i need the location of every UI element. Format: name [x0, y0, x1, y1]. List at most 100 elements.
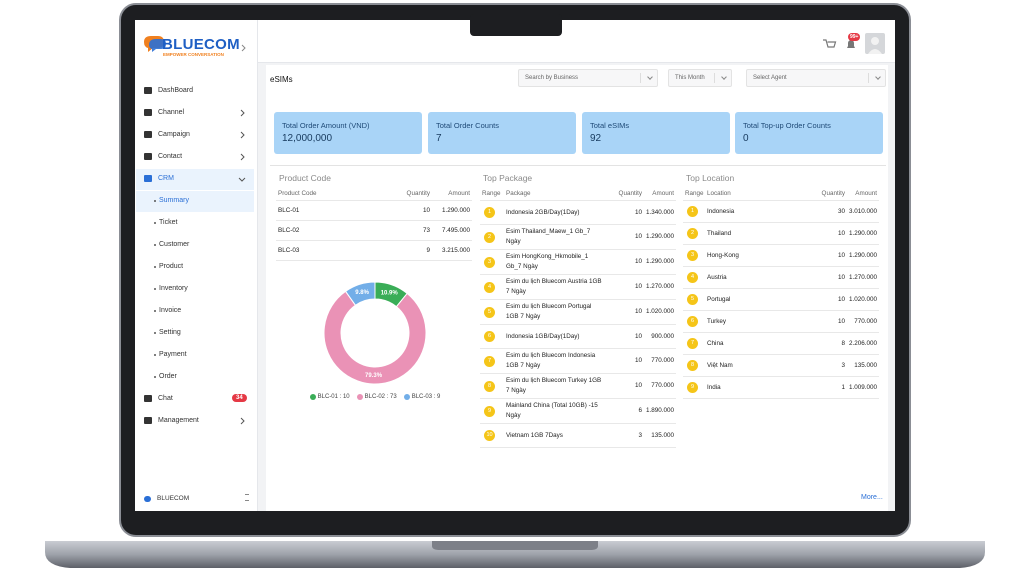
chevron-line [240, 153, 245, 161]
logo-icon [149, 39, 166, 52]
column-header: Location [707, 189, 731, 197]
column-header: Product Code [278, 189, 317, 197]
rank-cell: 7 [480, 355, 504, 367]
table-row: 2 Thailand 10 1.290.000 [683, 223, 879, 245]
legend-label: BLC-03 : 9 [411, 394, 441, 400]
stat-value: 92 [590, 133, 602, 144]
table-cell: 1.290.000 [441, 206, 470, 214]
table-cell: 770.000 [651, 382, 674, 389]
filter-dropdown[interactable]: Select Agent [746, 69, 886, 87]
table-cell: Esim Thailand_Maew_1 Gb_7 Ngày [506, 228, 591, 245]
cart-icon[interactable] [823, 39, 837, 48]
rank-cell: 5 [480, 306, 504, 318]
bullet [154, 222, 156, 224]
submenu-item[interactable]: Product [159, 263, 184, 270]
stat-card: Total Order Counts 7 [428, 112, 576, 154]
bullet [154, 288, 156, 290]
camera-notch [470, 14, 562, 36]
chevron [240, 153, 245, 161]
bullet [154, 310, 156, 312]
table-cell: 10 [634, 332, 642, 340]
column-header: Quantity [406, 189, 430, 197]
legend-item: BLC-03 : 9 [403, 394, 441, 400]
bullet [154, 266, 156, 268]
rank-cell: 6 [683, 316, 705, 327]
column-header: Range [482, 189, 501, 197]
table-row: 4 Esim du lịch Bluecom Austria 1GB 7 Ngày… [480, 275, 676, 300]
stat-card: Total Order Amount (VND) 12,000,000 [274, 112, 422, 154]
chevron [240, 109, 245, 117]
filter-dropdown[interactable]: This Month [668, 69, 732, 87]
menu-item[interactable]: Management [158, 417, 199, 424]
rank-cell: 3 [480, 256, 504, 268]
rank-badge: 9 [484, 405, 495, 417]
table-cell: 10 [634, 308, 642, 315]
menu-item[interactable]: Chat [158, 395, 173, 402]
menu-icon [144, 109, 152, 116]
table-cell: 9 [426, 246, 430, 254]
bullet [154, 354, 156, 356]
sidebar-footer: BLUECOM [157, 495, 190, 502]
rank-cell: 2 [480, 231, 504, 243]
table-row: BLC-03 9 3.215.000 [276, 241, 472, 261]
submenu-item[interactable]: Inventory [159, 285, 188, 292]
table-cell: Austria [707, 273, 727, 281]
table-cell: 135.000 [651, 431, 674, 439]
rank-cell: 9 [480, 405, 504, 417]
submenu-item[interactable]: Setting [159, 329, 181, 336]
table-cell: Indonesia 2GB/Day(1Day) [506, 208, 580, 216]
avatar-head [871, 37, 879, 45]
menu-item[interactable]: Campaign [158, 131, 190, 138]
table-row: 9 Mainland China (Total 10GB) -15 Ngày 6 1.… [480, 399, 676, 424]
table-header: Range Location Quantity Amount [683, 186, 879, 201]
table-cell: 10 [634, 258, 642, 265]
submenu-item[interactable]: Payment [159, 351, 187, 358]
submenu-item[interactable]: Ticket [159, 219, 178, 226]
active-row [136, 169, 254, 190]
menu-icon [144, 175, 152, 182]
table-row: 1 Indonesia 2GB/Day(1Day) 10 1.340.000 [480, 201, 676, 225]
more-link[interactable]: More... [861, 494, 883, 501]
table-cell: 770.000 [854, 317, 877, 325]
filter-divider [640, 73, 641, 83]
bullet [154, 244, 156, 246]
table: Range Package Quantity Amount 1 Indonesia 2GB… [480, 186, 676, 448]
menu-item[interactable]: Contact [158, 153, 183, 160]
bell-icon[interactable] [847, 40, 855, 48]
rank-badge: 4 [484, 281, 495, 293]
menu-icon [144, 395, 152, 402]
menu-item[interactable]: DashBoard [158, 87, 194, 94]
filter-arrow [647, 74, 653, 80]
table-header: Product Code Quantity Amount [276, 186, 472, 201]
section-title: Product Code [279, 173, 331, 183]
table-cell: Indonesia 1GB/Day(1Day) [506, 332, 580, 340]
chevron-line [238, 177, 246, 182]
table-cell: 1.270.000 [849, 273, 878, 281]
submenu-item[interactable]: Customer [159, 241, 190, 248]
table-cell: 10 [634, 208, 642, 216]
submenu-item[interactable]: Order [159, 373, 177, 380]
column-header: Quantity [821, 189, 845, 197]
rank-cell: 1 [480, 207, 504, 218]
footer-toggle [245, 494, 249, 501]
rank-badge: 5 [484, 306, 495, 318]
filter-dropdown[interactable]: Search by Business [518, 69, 658, 87]
table-cell: 30 [837, 207, 845, 215]
submenu-item[interactable]: Invoice [159, 307, 182, 314]
rank-cell: 5 [683, 294, 705, 305]
column-header: Amount [448, 189, 470, 197]
legend-label: BLC-02 : 73 [364, 394, 397, 400]
brand-name: BLUECOM [162, 36, 240, 53]
table-cell: 10 [837, 273, 845, 281]
column-header: Range [685, 189, 704, 197]
legend: BLC-01 : 10 BLC-02 : 73 BLC-03 : 9 [290, 394, 460, 400]
menu-item[interactable]: CRM [158, 175, 174, 182]
rank-cell: 6 [480, 331, 504, 342]
chevron-line [240, 131, 245, 139]
stat-value: 0 [743, 133, 749, 144]
submenu-item[interactable]: Summary [159, 197, 189, 204]
page-title: eSIMs [270, 75, 293, 84]
filter-text: Search by Business [525, 75, 579, 81]
menu-item[interactable]: Channel [158, 109, 185, 116]
